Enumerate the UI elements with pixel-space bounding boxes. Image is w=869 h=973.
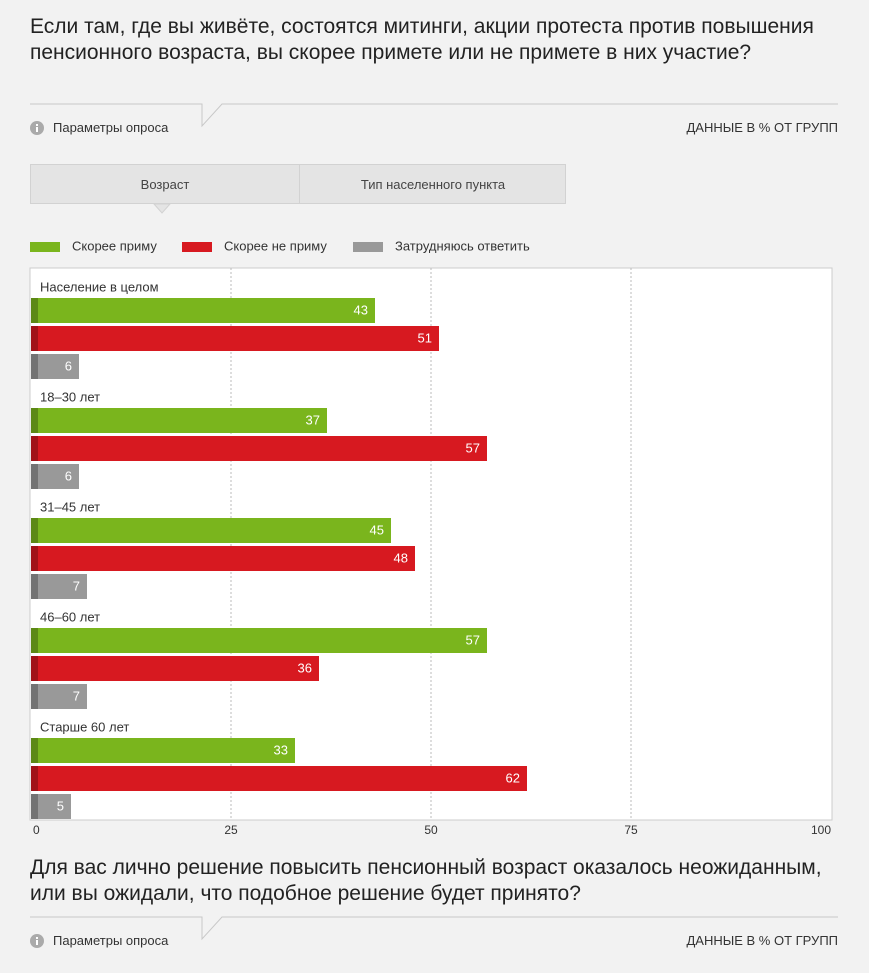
value-label: 37: [306, 412, 320, 427]
question-title: Если там, где вы живёте, состоятся митин…: [30, 15, 814, 64]
value-label: 7: [73, 578, 80, 593]
value-label: 5: [57, 798, 64, 813]
info-icon-dot: [36, 937, 38, 939]
value-label: 6: [65, 468, 72, 483]
value-label: 7: [73, 688, 80, 703]
value-label: 33: [274, 742, 288, 757]
bar: [31, 574, 87, 599]
bar: [31, 326, 439, 351]
info-icon-dot: [36, 124, 38, 126]
value-label: 45: [370, 522, 384, 537]
value-label: 6: [65, 358, 72, 373]
info-icon-stem: [36, 127, 38, 132]
legend-label: Скорее приму: [72, 238, 157, 253]
bar-stub: [31, 684, 38, 709]
bar-stub: [31, 298, 38, 323]
x-tick-label: 25: [224, 823, 238, 837]
bar-stub: [31, 436, 38, 461]
separator: [30, 916, 838, 941]
category-label: 46–60 лет: [40, 609, 100, 624]
x-tick-label: 0: [33, 823, 40, 837]
tabs: Возраст Тип населенного пункта: [30, 164, 566, 204]
bar-stub: [31, 464, 38, 489]
units-note: ДАННЫЕ В % ОТ ГРУПП: [686, 120, 838, 135]
bar-stub: [31, 738, 38, 763]
tab-pointer: [152, 203, 172, 214]
survey-params[interactable]: Параметры опроса: [53, 120, 169, 135]
legend-swatch: [182, 242, 212, 252]
legend-label: Скорее не приму: [224, 238, 327, 253]
bar: [31, 354, 79, 379]
tab[interactable]: Тип населенного пункта: [360, 176, 506, 192]
bar-stub: [31, 354, 38, 379]
x-tick-label: 100: [811, 823, 831, 837]
value-label: 57: [466, 440, 480, 455]
bar: [31, 656, 319, 681]
legend-swatch: [30, 242, 60, 252]
bar: [31, 546, 415, 571]
bar: [31, 436, 487, 461]
bar: [31, 464, 79, 489]
category-label: Население в целом: [40, 279, 159, 294]
bar: [31, 766, 527, 791]
bar-stub: [31, 794, 38, 819]
bar: [31, 628, 487, 653]
category-label: 31–45 лет: [40, 499, 100, 514]
bar: [31, 298, 375, 323]
bar: [31, 738, 295, 763]
value-label: 57: [466, 632, 480, 647]
bar-stub: [31, 326, 38, 351]
info-icon-stem: [36, 940, 38, 945]
separator: [30, 103, 838, 128]
units-note: ДАННЫЕ В % ОТ ГРУПП: [686, 933, 838, 948]
bar: [31, 518, 391, 543]
value-label: 48: [394, 550, 408, 565]
bar-stub: [31, 656, 38, 681]
value-label: 43: [354, 302, 368, 317]
bar-stub: [31, 408, 38, 433]
bar-stub: [31, 766, 38, 791]
bar: [31, 408, 327, 433]
value-label: 36: [298, 660, 312, 675]
category-label: Старше 60 лет: [40, 719, 129, 734]
legend-label: Затрудняюсь ответить: [395, 238, 530, 253]
value-label: 51: [418, 330, 432, 345]
x-tick-label: 50: [424, 823, 438, 837]
bar: [31, 684, 87, 709]
legend-swatch: [353, 242, 383, 252]
value-label: 62: [506, 770, 520, 785]
x-tick-label: 75: [624, 823, 638, 837]
category-label: 18–30 лет: [40, 389, 100, 404]
bar-stub: [31, 518, 38, 543]
bar-stub: [31, 628, 38, 653]
tab[interactable]: Возраст: [31, 165, 300, 203]
question-title: Для вас лично решение повысить пенсионны…: [30, 856, 822, 905]
survey-params[interactable]: Параметры опроса: [53, 933, 169, 948]
bar-stub: [31, 574, 38, 599]
bar-stub: [31, 546, 38, 571]
